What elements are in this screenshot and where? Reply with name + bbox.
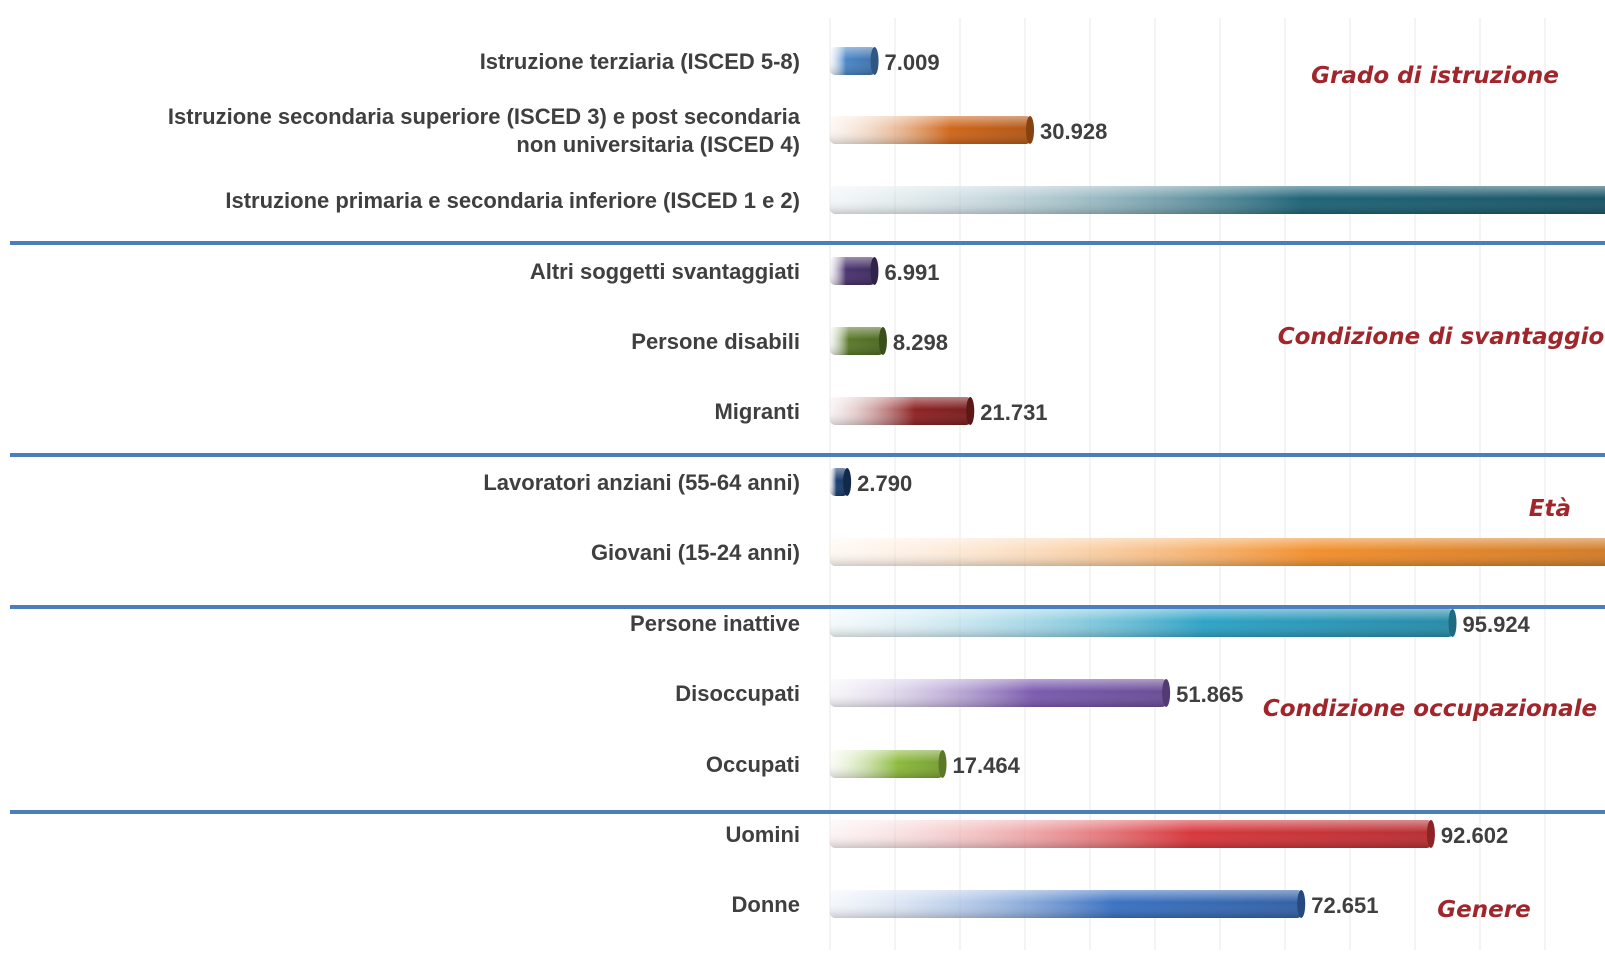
value-label: 95.924: [1463, 612, 1531, 637]
category-label: Persone disabili: [631, 329, 800, 354]
bar-end-cap: [1297, 890, 1306, 918]
value-label: 17.464: [953, 753, 1021, 778]
bar-end-cap: [1448, 609, 1457, 637]
bar-shine: [830, 468, 849, 496]
bar-shine: [830, 609, 1454, 637]
category-label: Migranti: [714, 399, 800, 424]
category-label: Istruzione primaria e secondaria inferio…: [225, 188, 800, 213]
value-label: 7.009: [885, 50, 940, 75]
bar-end-cap: [870, 257, 879, 285]
bar-shine: [830, 679, 1168, 707]
group-label: Età: [1529, 496, 1571, 522]
group-label: Genere: [1437, 897, 1530, 923]
category-label: Istruzione secondaria superiore (ISCED 3…: [168, 104, 801, 157]
bar-shine: [830, 257, 876, 285]
value-label: 2.790: [857, 471, 912, 496]
category-label: Istruzione terziaria (ISCED 5-8): [480, 49, 800, 74]
bar-end-cap: [870, 47, 879, 75]
category-label: Lavoratori anziani (55-64 anni): [483, 470, 800, 495]
value-label: 51.865: [1176, 682, 1243, 707]
category-label: Donne: [732, 892, 800, 917]
group-label: Condizione di svantaggio: [1278, 324, 1605, 350]
group-label: Grado di istruzione: [1311, 63, 1559, 89]
bar-shine: [830, 397, 972, 425]
gridlines: [829, 18, 1546, 950]
bar-shine: [830, 47, 876, 75]
bar-end-cap: [1426, 820, 1435, 848]
bar-shine: [830, 820, 1432, 848]
group-separators: [10, 241, 1605, 814]
group-label: Condizione occupazionale: [1263, 696, 1597, 722]
bar-shine: [830, 116, 1032, 144]
value-label: 8.298: [893, 330, 948, 355]
bar-end-cap: [938, 750, 947, 778]
bar-end-cap: [878, 327, 887, 355]
bar-end-cap: [843, 468, 852, 496]
labels: 7.009 Istruzione terziaria (ISCED 5-8) 30.…: [168, 49, 1605, 923]
category-label: Giovani (15-24 anni): [591, 540, 800, 565]
value-label: 6.991: [884, 260, 939, 285]
value-label: 92.602: [1441, 823, 1508, 848]
bar-end-cap: [966, 397, 975, 425]
category-label: Persone inattive: [630, 611, 800, 636]
category-label: Altri soggetti svantaggiati: [530, 259, 800, 284]
value-label: 21.731: [980, 400, 1047, 425]
category-label: Disoccupati: [675, 681, 800, 706]
bar-end-cap: [1162, 679, 1171, 707]
bar-shine: [830, 538, 1605, 566]
bar-shine: [830, 750, 944, 778]
value-label: 30.928: [1040, 119, 1107, 144]
bar-shine: [830, 186, 1605, 214]
category-label: Occupati: [706, 752, 800, 777]
value-label: 72.651: [1311, 893, 1378, 918]
bar-shine: [830, 327, 884, 355]
bars: [830, 47, 1605, 918]
bar-shine: [830, 890, 1303, 918]
bar-end-cap: [1026, 116, 1035, 144]
category-label: Uomini: [725, 822, 800, 847]
